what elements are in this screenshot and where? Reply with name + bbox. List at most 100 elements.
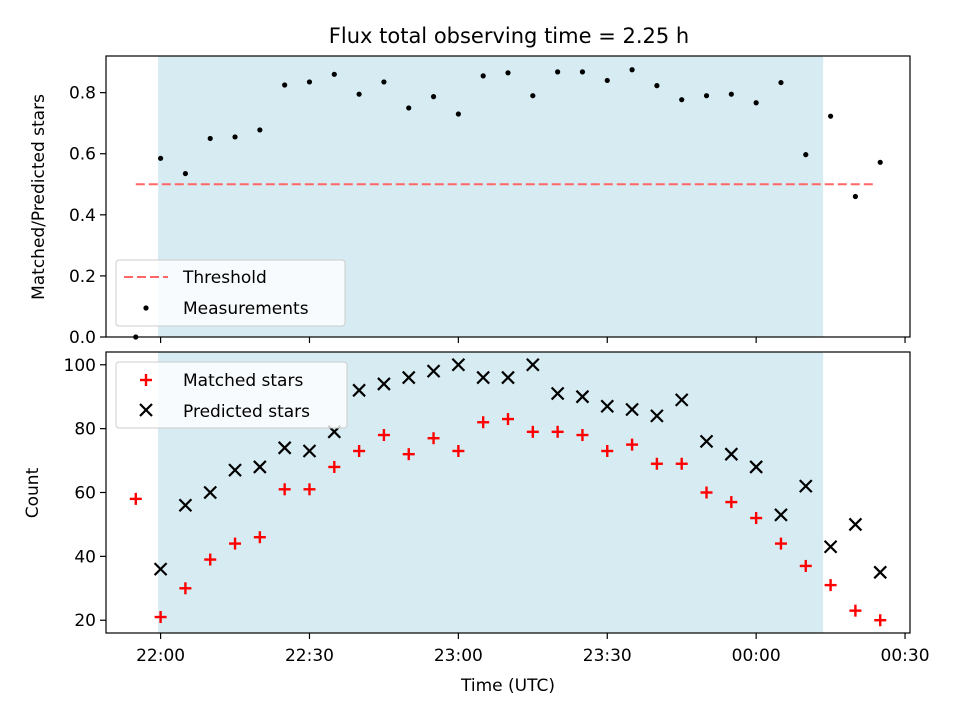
legend-threshold-label: Threshold (182, 268, 267, 288)
predicted-star-point (228, 463, 242, 477)
predicted-star-point (774, 508, 788, 522)
marker-stroke (377, 377, 391, 391)
measurement-point (555, 69, 561, 75)
marker-stroke (277, 441, 292, 455)
measurement-point (579, 69, 586, 75)
marker-stroke (426, 364, 441, 378)
top-y-label: Matched/Predicted stars (29, 94, 49, 300)
matched-star-point (526, 425, 539, 438)
matched-star-point (377, 429, 390, 442)
legend-matched-label: Matched stars (183, 371, 303, 391)
predicted-star-point (253, 460, 267, 474)
x-tick-label: 00:30 (881, 646, 930, 666)
y-tick-label: 100 (64, 356, 96, 376)
matched-star-point (278, 483, 291, 496)
top-y-axis: 0.0 0.2 0.4 0.6 0.8 (69, 84, 106, 348)
matched-star-point (650, 457, 663, 470)
predicted-star-point (575, 389, 590, 404)
x-tick-label: 23:00 (434, 646, 483, 666)
measurement-point (306, 79, 313, 85)
x-tick-label: 22:30 (285, 646, 334, 666)
y-tick-label: 0.2 (69, 267, 96, 287)
marker-stroke (476, 370, 490, 385)
matched-star-point (576, 429, 589, 442)
matched-star-point (328, 460, 341, 473)
marker-stroke (600, 399, 615, 414)
x-tick-label: 00:00 (732, 646, 781, 666)
matched-star-point (452, 444, 465, 457)
matched-star-point (229, 537, 242, 550)
measurement-point (232, 134, 238, 140)
predicted-star-point (798, 479, 813, 493)
measurement-point (703, 93, 710, 99)
marker-stroke (253, 460, 267, 474)
predicted-star-point (377, 377, 391, 391)
matched-star-point (253, 531, 266, 544)
legend-predicted-label: Predicted stars (183, 402, 310, 422)
legend-predicted-swatch (139, 403, 153, 417)
marker-stroke (178, 498, 193, 513)
marker-stroke (153, 562, 168, 576)
predicted-star-point (600, 399, 615, 414)
measurement-point (406, 105, 412, 111)
top-x-axis (159, 337, 906, 343)
bottom-panel: 20 40 60 80 100 22:00 22:30 23:00 23:30 00:00 00:… (23, 351, 930, 696)
predicted-star-point (650, 409, 664, 423)
predicted-star-point (749, 460, 763, 474)
measurement-point (852, 193, 859, 200)
predicted-star-point (426, 364, 441, 378)
matched-star-point (601, 444, 614, 457)
predicted-star-point (501, 370, 515, 385)
measurement-point (157, 155, 164, 161)
measurement-point (803, 152, 809, 158)
bottom-x-axis: 22:00 22:30 23:00 23:30 00:00 00:30 (136, 633, 930, 666)
predicted-star-point (724, 447, 739, 461)
marker-stroke (228, 463, 242, 477)
predicted-star-point (625, 402, 639, 417)
predicted-stars-points (153, 357, 888, 580)
chart-title: Flux total observing time = 2.25 h (329, 24, 689, 48)
marker-stroke (575, 389, 590, 404)
measurement-point (455, 111, 461, 117)
matched-star-point (154, 611, 167, 624)
bottom-y-axis: 20 40 60 80 100 (64, 356, 106, 631)
measurement-point (480, 73, 486, 79)
bottom-legend-box (115, 361, 348, 429)
matched-star-point (129, 492, 142, 505)
legend-matched-swatch (140, 374, 152, 386)
measurement-point (257, 127, 263, 133)
y-tick-label: 0.8 (69, 84, 96, 104)
legend-measurements-swatch (143, 305, 149, 311)
matched-star-point (675, 457, 688, 470)
top-legend-box (115, 259, 346, 327)
measurement-point (753, 100, 759, 106)
measurement-point (505, 70, 511, 76)
matched-stars-points (129, 413, 887, 627)
y-tick-label: 60 (74, 484, 96, 504)
predicted-star-point (848, 517, 863, 532)
measurement-point (282, 82, 288, 88)
matched-star-point (402, 448, 415, 461)
predicted-star-point (873, 565, 888, 580)
matched-star-point (725, 496, 738, 509)
y-tick-label: 20 (74, 611, 96, 631)
bottom-y-label: Count (23, 467, 43, 518)
predicted-star-point (203, 485, 218, 500)
predicted-star-point (401, 370, 416, 385)
predicted-star-point (352, 383, 366, 398)
marker-stroke (501, 370, 515, 385)
marker-stroke (749, 460, 763, 474)
matched-star-point (427, 432, 440, 445)
x-tick-label: 22:00 (136, 646, 185, 666)
matched-star-point (626, 438, 639, 451)
predicted-star-point (823, 540, 838, 554)
measurement-point (430, 94, 437, 100)
matched-star-point (502, 413, 514, 426)
measurement-point (679, 97, 685, 103)
marker-stroke (798, 479, 813, 493)
top-panel: 0.00.20.40.60.8 Matched/Predicted stars … (29, 55, 911, 348)
marker-stroke (526, 357, 540, 372)
matched-star-point (824, 579, 837, 592)
predicted-star-point (550, 386, 565, 401)
marker-stroke (203, 485, 218, 500)
